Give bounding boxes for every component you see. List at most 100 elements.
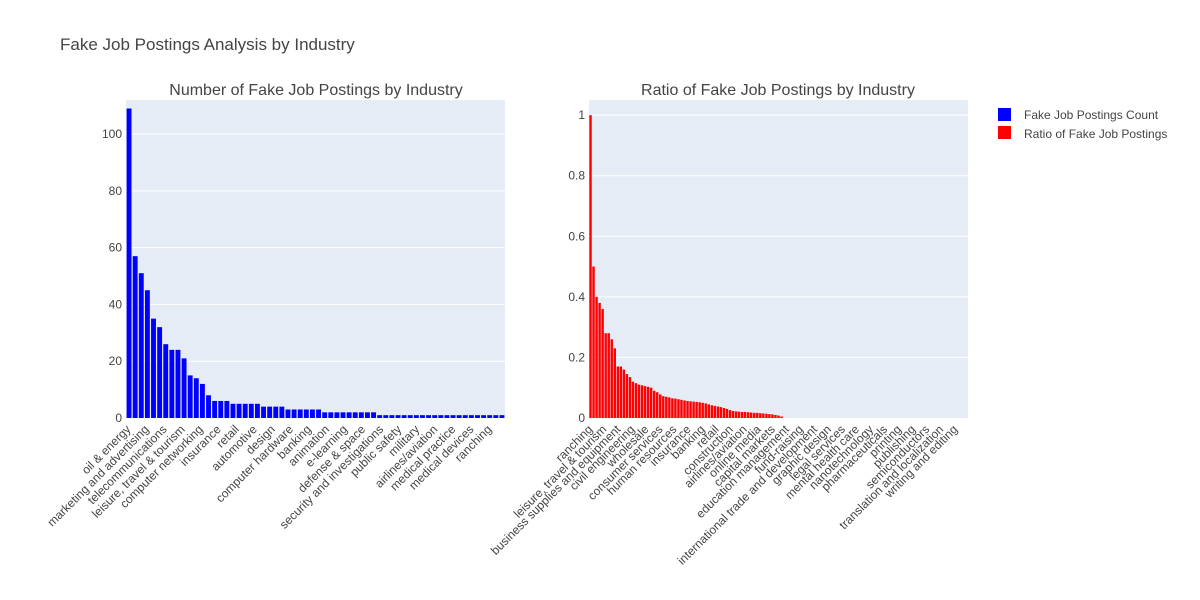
count-bar[interactable] [413, 415, 419, 418]
ratio-bar[interactable] [686, 401, 689, 418]
count-bar[interactable] [212, 400, 218, 418]
count-bar[interactable] [340, 412, 346, 418]
ratio-bar[interactable] [652, 390, 656, 418]
legend-item-count[interactable]: Fake Job Postings Count [998, 108, 1159, 122]
ratio-bar[interactable] [707, 404, 710, 418]
ratio-bar[interactable] [607, 333, 610, 418]
ratio-bar[interactable] [713, 405, 717, 418]
count-bar[interactable] [456, 415, 462, 418]
ratio-bar[interactable] [771, 414, 774, 418]
ratio-bar[interactable] [698, 402, 701, 418]
count-bar[interactable] [309, 409, 315, 418]
ratio-bar[interactable] [646, 386, 650, 418]
ratio-bar[interactable] [734, 411, 738, 418]
ratio-bar[interactable] [668, 397, 671, 418]
count-bar[interactable] [236, 403, 242, 418]
count-bar[interactable] [175, 349, 181, 418]
count-bar[interactable] [444, 415, 450, 418]
count-bar[interactable] [193, 378, 199, 418]
count-bar[interactable] [395, 415, 401, 418]
count-bar[interactable] [468, 415, 474, 418]
ratio-bar[interactable] [749, 412, 753, 418]
count-bar[interactable] [144, 290, 150, 418]
count-bar[interactable] [224, 400, 230, 418]
count-bar[interactable] [371, 412, 377, 418]
count-bar[interactable] [493, 415, 499, 418]
ratio-bar[interactable] [740, 411, 744, 418]
count-bar[interactable] [420, 415, 425, 418]
ratio-bar[interactable] [759, 413, 762, 418]
ratio-bar[interactable] [610, 339, 613, 418]
count-bar[interactable] [334, 412, 340, 418]
count-bar[interactable] [242, 403, 248, 418]
count-bar[interactable] [346, 412, 352, 418]
count-bar[interactable] [316, 409, 322, 418]
ratio-bar[interactable] [762, 413, 765, 418]
count-bar[interactable] [297, 409, 303, 418]
count-bar[interactable] [487, 415, 493, 418]
count-bar[interactable] [157, 327, 163, 418]
count-bar[interactable] [151, 318, 156, 418]
ratio-bar[interactable] [753, 412, 756, 418]
count-bar[interactable] [432, 415, 438, 418]
count-bar[interactable] [206, 395, 211, 418]
count-bar[interactable] [279, 406, 285, 418]
ratio-bar[interactable] [598, 302, 601, 418]
count-bar[interactable] [218, 400, 224, 418]
count-bar[interactable] [389, 415, 395, 418]
ratio-bar[interactable] [604, 333, 607, 418]
count-bar[interactable] [438, 415, 444, 418]
ratio-bar[interactable] [589, 115, 592, 419]
count-bar[interactable] [358, 412, 364, 418]
count-bar[interactable] [163, 344, 169, 418]
ratio-bar[interactable] [731, 411, 735, 418]
ratio-bar[interactable] [677, 399, 680, 418]
ratio-bar[interactable] [595, 296, 598, 418]
ratio-bar[interactable] [656, 392, 659, 418]
ratio-bar[interactable] [777, 415, 780, 418]
ratio-bar[interactable] [640, 385, 644, 418]
ratio-bar[interactable] [737, 411, 741, 418]
count-bar[interactable] [426, 415, 432, 418]
ratio-bar[interactable] [710, 405, 714, 418]
ratio-bar[interactable] [774, 414, 777, 418]
count-bar[interactable] [181, 358, 187, 418]
ratio-bar[interactable] [716, 406, 720, 418]
ratio-bar[interactable] [722, 408, 726, 418]
ratio-bar[interactable] [674, 398, 677, 418]
ratio-bar[interactable] [683, 400, 686, 418]
ratio-bar[interactable] [613, 348, 616, 418]
count-bar[interactable] [499, 415, 505, 418]
count-bar[interactable] [261, 406, 266, 418]
count-bar[interactable] [199, 383, 205, 418]
ratio-bar[interactable] [601, 308, 604, 418]
ratio-bar[interactable] [622, 369, 626, 418]
ratio-bar[interactable] [616, 366, 620, 418]
count-bar[interactable] [267, 406, 273, 418]
ratio-bar[interactable] [628, 377, 632, 418]
ratio-bar[interactable] [671, 398, 674, 418]
count-bar[interactable] [273, 406, 279, 418]
ratio-bar[interactable] [692, 401, 695, 418]
count-bar[interactable] [328, 412, 334, 418]
count-bar[interactable] [248, 403, 254, 418]
ratio-bar[interactable] [704, 403, 707, 418]
count-bar[interactable] [401, 415, 407, 418]
ratio-bar[interactable] [743, 411, 747, 418]
ratio-bar[interactable] [701, 402, 704, 418]
ratio-bar[interactable] [765, 413, 768, 418]
count-bar[interactable] [462, 415, 468, 418]
ratio-bar[interactable] [780, 416, 783, 418]
count-bar[interactable] [407, 415, 413, 418]
count-bar[interactable] [291, 409, 297, 418]
count-bar[interactable] [254, 403, 260, 418]
ratio-bar[interactable] [631, 381, 635, 418]
count-bar[interactable] [138, 273, 144, 418]
ratio-bar[interactable] [725, 408, 729, 418]
count-bar[interactable] [230, 403, 236, 418]
legend-item-ratio[interactable]: Ratio of Fake Job Postings [998, 126, 1167, 141]
ratio-bar[interactable] [719, 407, 723, 418]
ratio-bar[interactable] [649, 387, 653, 418]
count-bar[interactable] [126, 108, 132, 419]
ratio-bar[interactable] [689, 401, 692, 418]
